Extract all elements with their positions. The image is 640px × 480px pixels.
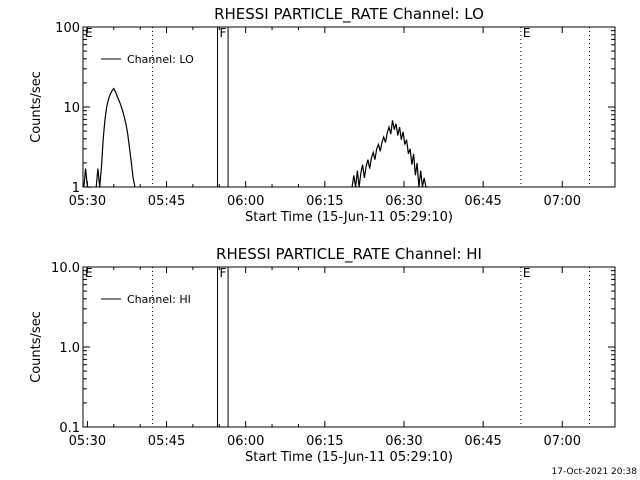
x-tick-label: 05:45 [148,194,185,209]
x-tick-label: 06:15 [306,194,343,209]
data-line [351,120,428,188]
event-marker-label: F [220,266,227,280]
x-tick-label: 06:00 [227,194,264,209]
y-tick-label: 1.0 [59,341,80,356]
x-tick-label: 05:45 [148,434,185,449]
chart-title: RHESSI PARTICLE_RATE Channel: LO [214,5,484,24]
event-marker-label: E [85,266,93,280]
x-tick-label: 05:30 [69,434,106,449]
x-tick-label: 06:45 [464,434,501,449]
chart-panel-2: RHESSI PARTICLE_RATE Channel: HI 05:30 05:… [29,245,616,465]
event-marker-label: E [523,266,531,280]
chart-title: RHESSI PARTICLE_RATE Channel: HI [216,245,482,264]
event-marker-label: F [220,26,227,40]
y-tick-label: 100 [55,21,80,36]
chart-panel-1: RHESSI PARTICLE_RATE Channel: LO 05:30 05:… [29,5,616,225]
event-marker-label: E [85,26,93,40]
x-axis-label: Start Time (15-Jun-11 05:29:10) [245,210,453,225]
data-line [83,168,91,188]
y-axis-label: Counts/sec [29,71,44,143]
y-tick-label: 0.1 [59,421,80,436]
timestamp: 17-Oct-2021 20:38 [551,467,637,477]
data-line [95,87,136,188]
y-tick-label: 10.0 [51,261,80,276]
y-tick-label: 1 [72,181,80,196]
event-marker-label: E [523,26,531,40]
legend-label: Channel: HI [127,293,191,306]
plot-frame [82,26,616,188]
x-tick-label: 07:00 [544,194,581,209]
y-tick-label: 10 [63,101,80,116]
x-tick-label: 06:45 [464,194,501,209]
x-tick-label: 05:30 [69,194,106,209]
legend-label: Channel: LO [127,53,194,66]
plot-frame [82,266,616,428]
x-tick-label: 06:00 [227,434,264,449]
x-tick-label: 07:00 [544,434,581,449]
x-tick-label: 06:15 [306,434,343,449]
y-axis-label: Counts/sec [29,311,44,383]
x-axis-label: Start Time (15-Jun-11 05:29:10) [245,450,453,465]
x-tick-label: 06:30 [385,434,422,449]
x-tick-label: 06:30 [385,194,422,209]
